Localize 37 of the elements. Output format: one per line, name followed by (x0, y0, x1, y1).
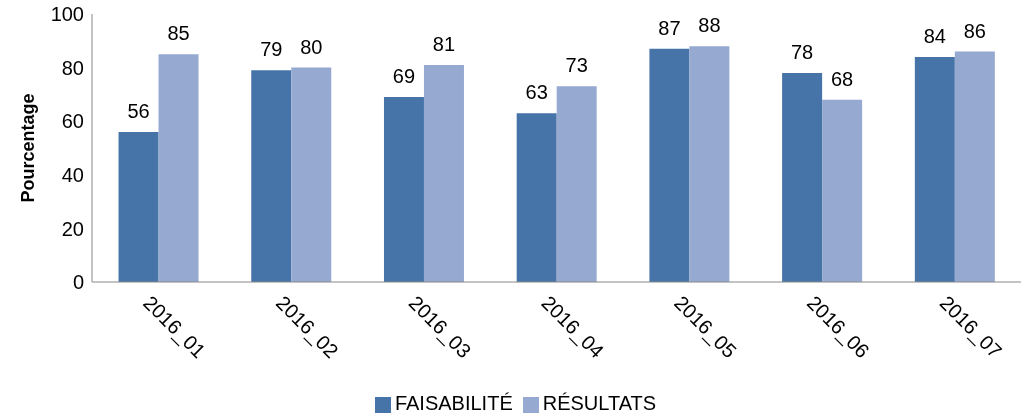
data-label: 86 (963, 19, 986, 42)
data-label: 84 (923, 24, 946, 47)
data-label: 81 (432, 32, 456, 55)
y-tick-label: 100 (50, 3, 84, 26)
bar (649, 48, 690, 282)
y-tick-label: 20 (61, 217, 84, 240)
data-label: 88 (698, 14, 721, 37)
data-label: 56 (127, 99, 150, 122)
legend-label: RÉSULTATS (542, 392, 657, 414)
y-tick-label: 80 (61, 56, 84, 79)
bar (556, 86, 597, 282)
data-label: 78 (790, 40, 814, 63)
bar (118, 131, 159, 282)
legend-label: FAISABILITÉ (394, 392, 513, 414)
data-label: 80 (300, 35, 323, 58)
y-tick-label: 40 (61, 163, 84, 186)
data-label: 79 (260, 38, 283, 61)
bar (251, 70, 292, 282)
bar (291, 67, 332, 282)
data-label: 63 (525, 81, 548, 104)
y-tick-label: 0 (72, 271, 84, 294)
data-label: 87 (658, 16, 681, 39)
y-tick-label: 60 (61, 110, 84, 133)
bar (516, 113, 557, 282)
bar (954, 51, 995, 282)
bar (914, 56, 955, 282)
bar (423, 64, 464, 282)
bar (689, 46, 730, 282)
bar (822, 99, 863, 282)
bar (158, 54, 199, 282)
data-label: 68 (830, 67, 854, 90)
bar (782, 72, 823, 282)
data-label: 73 (565, 54, 588, 77)
data-label: 69 (392, 65, 416, 88)
data-label: 85 (167, 22, 190, 45)
bar (383, 97, 424, 282)
y-axis-title: Pourcentage (18, 93, 39, 203)
